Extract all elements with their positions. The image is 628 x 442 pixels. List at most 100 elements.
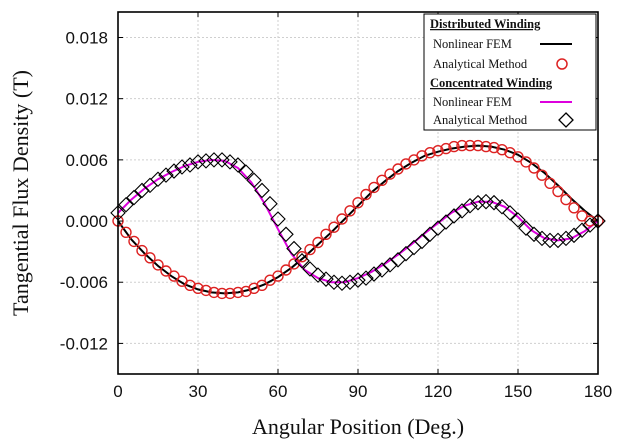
data-point-distributed-winding-analytical-method: [248, 282, 260, 294]
data-point-concentrated-winding-analytical-method: [470, 194, 486, 211]
y-tick-label: 0.012: [65, 90, 108, 109]
data-point-distributed-winding-analytical-method: [368, 181, 380, 194]
legend-box: [423, 13, 597, 131]
data-point-concentrated-winding-analytical-method: [310, 267, 326, 283]
data-point-distributed-winding-analytical-method: [232, 286, 244, 299]
data-point-distributed-winding-analytical-method: [520, 156, 532, 168]
legend-label-distributed-fem: Nonlinear FEM: [433, 37, 512, 51]
data-point-distributed-winding-analytical-method: [440, 142, 452, 155]
data-point-distributed-winding-analytical-method: [424, 146, 436, 159]
y-tick-label: 0.018: [65, 28, 108, 47]
data-point-concentrated-winding-analytical-method: [158, 167, 174, 183]
data-point-distributed-winding-analytical-method: [536, 169, 548, 181]
data-point-concentrated-winding-analytical-method: [198, 153, 214, 169]
x-tick-label: 90: [349, 382, 368, 401]
data-point-distributed-winding-analytical-method: [328, 221, 340, 233]
legend-swatch-concentrated-analytical: [558, 112, 574, 128]
data-point-distributed-winding-analytical-method: [528, 162, 540, 174]
data-point-distributed-winding-analytical-method: [288, 258, 300, 270]
data-point-concentrated-winding-analytical-method: [382, 257, 398, 273]
data-point-distributed-winding-analytical-method: [360, 188, 372, 201]
data-point-concentrated-winding-analytical-method: [358, 270, 374, 286]
legend-swatch-distributed-analytical: [556, 58, 568, 70]
data-point-distributed-winding-analytical-method: [160, 265, 172, 277]
data-point-concentrated-winding-analytical-method: [302, 261, 318, 277]
x-tick-label: 0: [113, 382, 122, 401]
data-point-distributed-winding-analytical-method: [216, 287, 228, 300]
data-point-concentrated-winding-analytical-method: [230, 157, 246, 173]
x-tick-label: 120: [424, 382, 452, 401]
data-point-concentrated-winding-analytical-method: [262, 195, 278, 212]
data-point-distributed-winding-analytical-method: [480, 140, 492, 153]
data-point-concentrated-winding-analytical-method: [270, 211, 286, 227]
data-point-concentrated-winding-analytical-method: [318, 271, 334, 287]
data-point-concentrated-winding-analytical-method: [254, 182, 270, 199]
data-point-concentrated-winding-analytical-method: [342, 274, 358, 291]
data-point-concentrated-winding-analytical-method: [462, 197, 478, 214]
data-point-distributed-winding-analytical-method: [312, 236, 324, 249]
grid-lines: [118, 12, 598, 374]
legend: Distributed Winding Nonlinear FEM Analyt…: [423, 13, 597, 131]
data-point-distributed-winding-analytical-method: [296, 251, 308, 263]
data-point-concentrated-winding-analytical-method: [126, 189, 142, 206]
legend-label-concentrated-analytical: Analytical Method: [433, 113, 528, 127]
data-point-concentrated-winding-analytical-method: [366, 266, 382, 282]
data-point-distributed-winding-analytical-method: [224, 287, 236, 300]
data-point-distributed-winding-analytical-method: [192, 282, 204, 294]
y-tick-label: 0.000: [65, 212, 108, 231]
series-line-concentrated-winding-nonlinear-fem: [117, 158, 599, 284]
data-point-distributed-winding-analytical-method: [376, 174, 388, 187]
data-point-distributed-winding-analytical-method: [280, 264, 292, 276]
data-point-concentrated-winding-analytical-method: [574, 222, 590, 238]
legend-label-concentrated-fem: Nonlinear FEM: [433, 95, 512, 109]
data-point-distributed-winding-analytical-method: [552, 185, 564, 198]
x-axis-title: Angular Position (Deg.): [252, 414, 464, 439]
data-point-concentrated-winding-analytical-method: [510, 212, 526, 228]
data-point-distributed-winding-analytical-method: [496, 143, 508, 156]
legend-heading-distributed: Distributed Winding: [430, 17, 541, 31]
data-point-concentrated-winding-analytical-method: [542, 232, 558, 249]
data-point-concentrated-winding-analytical-method: [246, 172, 262, 189]
y-axis-title: Tangential Flux Density (T): [8, 70, 33, 316]
data-point-distributed-winding-analytical-method: [304, 243, 316, 256]
data-point-distributed-winding-analytical-method: [120, 226, 132, 239]
data-point-concentrated-winding-analytical-method: [206, 152, 222, 168]
data-point-concentrated-winding-analytical-method: [150, 171, 166, 188]
data-point-concentrated-winding-analytical-method: [526, 226, 542, 243]
data-point-distributed-winding-analytical-method: [472, 139, 484, 152]
axis-ticks: 0 30 60 90 120 150 180 0.018 0.012 0.006 0.000 -0.0…: [60, 12, 612, 401]
data-point-concentrated-winding-analytical-method: [166, 163, 182, 179]
data-point-concentrated-winding-analytical-method: [278, 226, 294, 243]
data-point-concentrated-winding-analytical-method: [334, 275, 350, 292]
data-point-concentrated-winding-analytical-method: [286, 240, 302, 257]
data-point-distributed-winding-analytical-method: [432, 144, 444, 157]
x-tick-label: 60: [269, 382, 288, 401]
data-point-concentrated-winding-analytical-method: [238, 164, 254, 180]
data-point-distributed-winding-analytical-method: [568, 202, 580, 214]
data-point-concentrated-winding-analytical-method: [182, 157, 198, 173]
data-point-distributed-winding-analytical-method: [560, 193, 572, 206]
y-tick-label: 0.006: [65, 151, 108, 170]
data-point-concentrated-winding-analytical-method: [566, 227, 582, 244]
legend-heading-concentrated: Concentrated Winding: [430, 76, 553, 90]
data-point-concentrated-winding-analytical-method: [294, 253, 310, 269]
data-point-concentrated-winding-analytical-method: [454, 203, 470, 219]
data-point-distributed-winding-analytical-method: [256, 279, 268, 291]
data-point-concentrated-winding-analytical-method: [494, 198, 510, 215]
data-point-distributed-winding-analytical-method: [576, 210, 588, 222]
data-point-distributed-winding-analytical-method: [336, 213, 348, 225]
data-point-concentrated-winding-analytical-method: [558, 230, 574, 247]
data-point-distributed-winding-analytical-method: [488, 141, 500, 154]
data-point-distributed-winding-analytical-method: [384, 168, 396, 180]
data-point-distributed-winding-analytical-method: [136, 244, 148, 257]
data-point-distributed-winding-analytical-method: [448, 140, 460, 153]
data-point-distributed-winding-analytical-method: [184, 279, 196, 291]
data-point-distributed-winding-analytical-method: [456, 139, 468, 152]
data-point-distributed-winding-analytical-method: [352, 196, 364, 209]
data-point-distributed-winding-analytical-method: [512, 151, 524, 163]
data-point-concentrated-winding-analytical-method: [446, 208, 462, 224]
data-point-concentrated-winding-analytical-method: [582, 217, 598, 233]
data-point-distributed-winding-analytical-method: [464, 139, 476, 152]
data-point-concentrated-winding-analytical-method: [550, 232, 566, 249]
